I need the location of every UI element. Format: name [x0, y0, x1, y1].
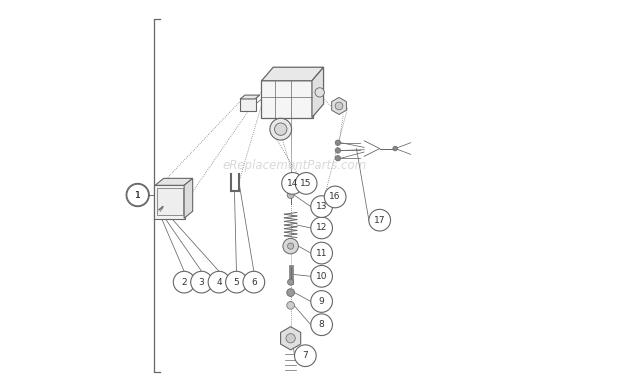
Text: 4: 4: [216, 278, 222, 287]
Circle shape: [335, 140, 340, 145]
Circle shape: [315, 88, 324, 97]
Circle shape: [275, 123, 287, 135]
Text: 11: 11: [316, 248, 327, 257]
FancyBboxPatch shape: [261, 80, 312, 118]
Circle shape: [281, 172, 303, 194]
Circle shape: [311, 217, 332, 239]
Circle shape: [324, 186, 346, 208]
Text: 14: 14: [287, 179, 298, 188]
Circle shape: [287, 191, 294, 199]
Circle shape: [335, 148, 340, 153]
Text: 12: 12: [316, 223, 327, 232]
Circle shape: [208, 271, 230, 293]
Text: 5: 5: [234, 278, 239, 287]
Circle shape: [311, 314, 332, 335]
Text: 17: 17: [374, 216, 386, 225]
Circle shape: [288, 279, 294, 285]
FancyBboxPatch shape: [239, 98, 256, 111]
Text: 6: 6: [251, 278, 257, 287]
Circle shape: [191, 271, 213, 293]
Circle shape: [288, 180, 294, 186]
Circle shape: [243, 271, 265, 293]
Polygon shape: [262, 67, 324, 81]
Circle shape: [295, 172, 317, 194]
Text: 16: 16: [329, 192, 341, 202]
Circle shape: [287, 289, 294, 296]
FancyBboxPatch shape: [154, 184, 185, 219]
Circle shape: [311, 196, 332, 218]
Text: 3: 3: [198, 278, 205, 287]
Text: 13: 13: [316, 202, 327, 211]
Circle shape: [270, 118, 291, 140]
Circle shape: [288, 243, 294, 249]
Circle shape: [311, 266, 332, 287]
Text: eReplacementParts.com: eReplacementParts.com: [223, 160, 366, 172]
Polygon shape: [332, 98, 347, 114]
Text: 8: 8: [319, 320, 324, 329]
Circle shape: [311, 291, 332, 312]
Text: 1: 1: [135, 190, 141, 200]
Circle shape: [126, 183, 149, 207]
Polygon shape: [241, 95, 260, 99]
Text: 15: 15: [300, 179, 312, 188]
FancyBboxPatch shape: [157, 188, 183, 215]
Polygon shape: [312, 67, 324, 117]
Circle shape: [369, 209, 391, 231]
Circle shape: [287, 301, 294, 309]
Circle shape: [335, 102, 343, 110]
Circle shape: [127, 184, 149, 206]
Text: 10: 10: [316, 272, 327, 281]
Circle shape: [174, 271, 195, 293]
Circle shape: [283, 238, 298, 254]
Circle shape: [294, 345, 316, 367]
Circle shape: [286, 333, 295, 343]
Circle shape: [311, 242, 332, 264]
Text: 2: 2: [181, 278, 187, 287]
Polygon shape: [281, 327, 301, 350]
Circle shape: [393, 146, 397, 151]
Circle shape: [335, 156, 340, 161]
Polygon shape: [155, 178, 193, 185]
Polygon shape: [184, 178, 193, 218]
Text: 9: 9: [319, 297, 324, 306]
Circle shape: [226, 271, 247, 293]
Text: 7: 7: [303, 351, 308, 360]
Text: 1: 1: [135, 190, 141, 200]
